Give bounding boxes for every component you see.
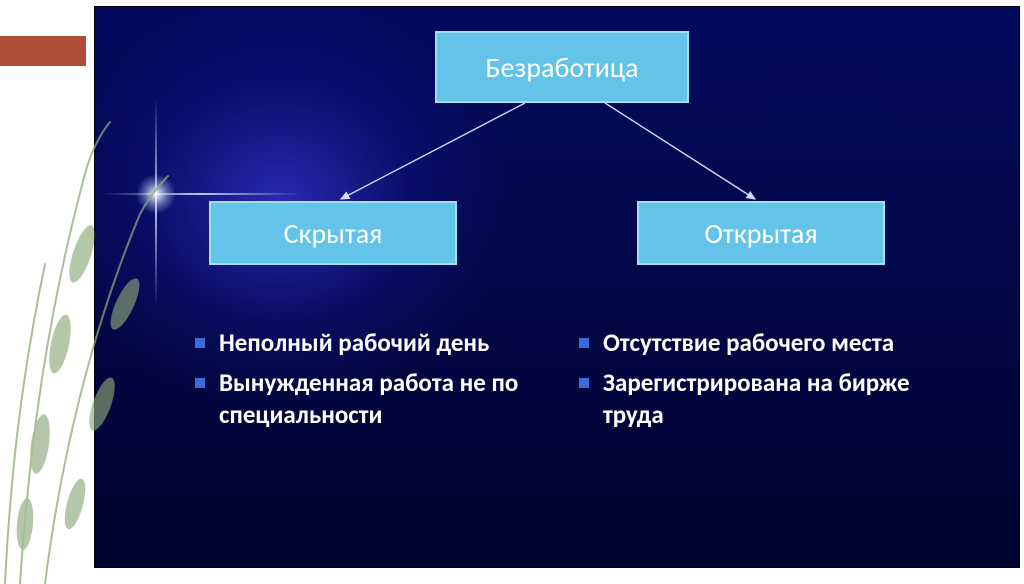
- left-box-label: Скрытая: [284, 216, 383, 251]
- right-bullet-list: Отсутствие рабочего места Зарегистрирован…: [575, 327, 935, 439]
- bullet-item: Неполный рабочий день: [191, 327, 531, 359]
- root-box-label: Безработица: [486, 50, 639, 85]
- left-bullet-list: Неполный рабочий день Вынужденная работа …: [191, 327, 531, 439]
- right-box-label: Открытая: [704, 216, 817, 251]
- lens-flare-vertical: [155, 97, 157, 307]
- lens-flare-core: [136, 174, 176, 214]
- lens-flare-horizontal: [101, 193, 301, 195]
- bullet-item: Вынужденная работа не по специальности: [191, 367, 531, 431]
- right-box: Открытая: [637, 201, 885, 265]
- left-box: Скрытая: [209, 201, 457, 265]
- connector-line-right: [605, 103, 755, 199]
- bullet-item: Отсутствие рабочего места: [575, 327, 935, 359]
- connector-line-left: [341, 103, 525, 199]
- accent-bar: [0, 36, 86, 66]
- slide: Безработица Скрытая Открытая Неполный ра…: [94, 6, 1020, 568]
- root-box: Безработица: [435, 31, 689, 103]
- bullet-item: Зарегистрирована на бирже труда: [575, 367, 935, 431]
- page-frame: Безработица Скрытая Открытая Неполный ра…: [0, 0, 1024, 574]
